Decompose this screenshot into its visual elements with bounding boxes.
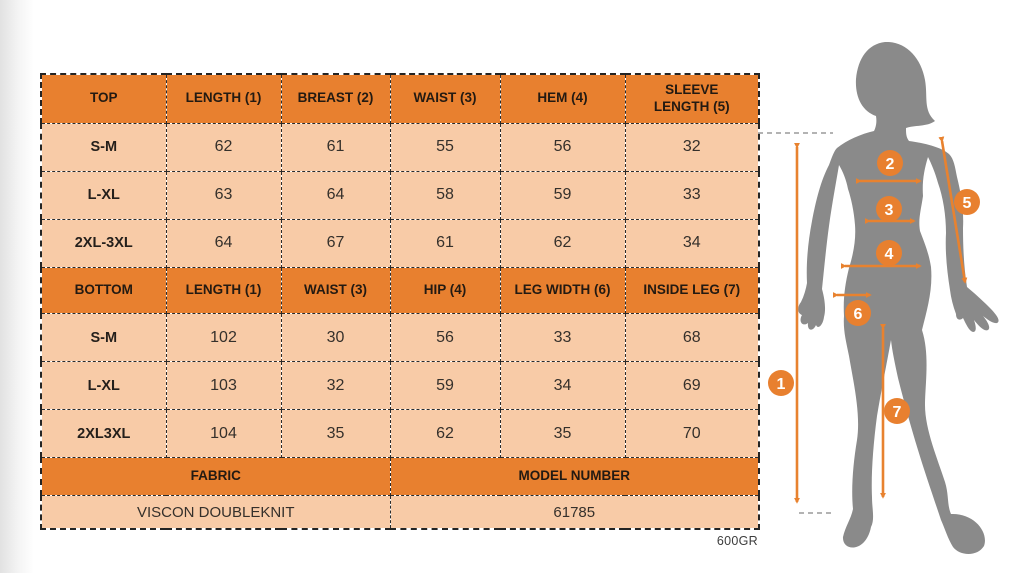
info-header-row: FABRIC MODEL NUMBER bbox=[40, 457, 760, 497]
badge-label: 6 bbox=[854, 306, 863, 323]
column-header-sleeve-length: SLEEVE LENGTH (5) bbox=[624, 73, 760, 124]
value-cell: 33 bbox=[499, 312, 626, 363]
model-number-value: 61785 bbox=[389, 495, 760, 530]
value-cell: 102 bbox=[165, 312, 282, 363]
measure-badge-4: 4 bbox=[876, 240, 902, 266]
table-row: L-XL 103 32 59 34 69 bbox=[40, 361, 760, 411]
measure-badge-2: 2 bbox=[877, 150, 903, 176]
value-cell: 61 bbox=[280, 122, 391, 172]
measure-badge-7: 7 bbox=[884, 398, 910, 424]
size-label: S-M bbox=[40, 122, 167, 172]
value-cell: 55 bbox=[389, 122, 501, 172]
female-silhouette bbox=[798, 41, 999, 554]
value-cell: 32 bbox=[280, 361, 391, 411]
column-header-length: LENGTH (1) bbox=[165, 266, 282, 314]
value-cell: 70 bbox=[624, 409, 760, 459]
measure-badge-5: 5 bbox=[954, 189, 980, 215]
badge-label: 2 bbox=[886, 156, 895, 173]
value-cell: 35 bbox=[280, 409, 391, 459]
value-cell: 30 bbox=[280, 312, 391, 363]
page-edge-shadow bbox=[0, 0, 34, 573]
table-row: 2XL-3XL 64 67 61 62 34 bbox=[40, 218, 760, 268]
value-cell: 62 bbox=[499, 218, 626, 268]
column-header-breast: BREAST (2) bbox=[280, 73, 391, 124]
value-cell: 63 bbox=[165, 170, 282, 220]
fabric-value: VISCON DOUBLEKNIT bbox=[40, 495, 391, 530]
measure-badges: 1 2 3 4 5 6 7 bbox=[768, 150, 980, 424]
info-value-row: VISCON DOUBLEKNIT 61785 bbox=[40, 495, 760, 530]
table-row: L-XL 63 64 58 59 33 bbox=[40, 170, 760, 220]
column-header-waist: WAIST (3) bbox=[280, 266, 391, 314]
value-cell: 33 bbox=[624, 170, 760, 220]
value-cell: 64 bbox=[280, 170, 391, 220]
badge-label: 7 bbox=[893, 404, 902, 421]
value-cell: 59 bbox=[499, 170, 626, 220]
size-label: 2XL3XL bbox=[40, 409, 167, 459]
measure-badge-3: 3 bbox=[876, 196, 902, 222]
badge-label: 1 bbox=[777, 376, 786, 393]
bottom-header-row: BOTTOM LENGTH (1) WAIST (3) HIP (4) LEG … bbox=[40, 266, 760, 314]
value-cell: 69 bbox=[624, 361, 760, 411]
value-cell: 62 bbox=[165, 122, 282, 172]
column-header-waist: WAIST (3) bbox=[389, 73, 501, 124]
value-cell: 58 bbox=[389, 170, 501, 220]
fabric-header: FABRIC bbox=[40, 457, 391, 497]
value-cell: 62 bbox=[389, 409, 501, 459]
value-cell: 64 bbox=[165, 218, 282, 268]
badge-label: 4 bbox=[885, 246, 894, 263]
model-number-header: MODEL NUMBER bbox=[389, 457, 760, 497]
value-cell: 59 bbox=[389, 361, 501, 411]
table-row: 2XL3XL 104 35 62 35 70 bbox=[40, 409, 760, 459]
column-header-hip: HIP (4) bbox=[389, 266, 501, 314]
column-header-leg-width: LEG WIDTH (6) bbox=[499, 266, 626, 314]
table-row: S-M 62 61 55 56 32 bbox=[40, 122, 760, 172]
column-header-length: LENGTH (1) bbox=[165, 73, 282, 124]
top-header-row: TOP LENGTH (1) BREAST (2) WAIST (3) HEM … bbox=[40, 73, 760, 124]
value-cell: 56 bbox=[389, 312, 501, 363]
value-cell: 61 bbox=[389, 218, 501, 268]
size-label: L-XL bbox=[40, 361, 167, 411]
badge-label: 5 bbox=[963, 195, 972, 212]
arrow-5-sleeve-length bbox=[938, 136, 968, 284]
value-cell: 32 bbox=[624, 122, 760, 172]
column-header-inside-leg: INSIDE LEG (7) bbox=[624, 266, 760, 314]
value-cell: 56 bbox=[499, 122, 626, 172]
column-header-hem: HEM (4) bbox=[499, 73, 626, 124]
weight-footnote: 600GR bbox=[716, 534, 758, 548]
badge-label: 3 bbox=[885, 202, 894, 219]
size-chart-table: TOP LENGTH (1) BREAST (2) WAIST (3) HEM … bbox=[40, 73, 760, 530]
value-cell: 35 bbox=[499, 409, 626, 459]
measure-badge-1: 1 bbox=[768, 370, 794, 396]
column-header-bottom: BOTTOM bbox=[40, 266, 167, 314]
size-label: L-XL bbox=[40, 170, 167, 220]
size-label: 2XL-3XL bbox=[40, 218, 167, 268]
column-header-top: TOP bbox=[40, 73, 167, 124]
value-cell: 104 bbox=[165, 409, 282, 459]
value-cell: 68 bbox=[624, 312, 760, 363]
measure-badge-6: 6 bbox=[845, 300, 871, 326]
